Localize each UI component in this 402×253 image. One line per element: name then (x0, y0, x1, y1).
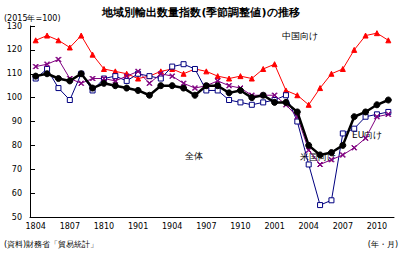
svg-text:2004: 2004 (299, 222, 319, 231)
svg-text:(年・月): (年・月) (368, 240, 398, 249)
svg-text:120: 120 (7, 45, 22, 54)
svg-text:米国向け: 米国向け (300, 151, 336, 162)
svg-text:80: 80 (12, 141, 22, 150)
svg-text:100: 100 (7, 93, 22, 102)
svg-text:EU向け: EU向け (352, 129, 383, 140)
svg-text:90: 90 (12, 117, 22, 126)
svg-text:2007: 2007 (333, 222, 353, 231)
svg-text:2001: 2001 (264, 222, 284, 231)
svg-text:2010: 2010 (367, 222, 387, 231)
svg-text:110: 110 (7, 69, 22, 78)
svg-text:1907: 1907 (196, 222, 216, 231)
svg-text:中国向け: 中国向け (282, 31, 318, 41)
svg-text:1904: 1904 (162, 222, 182, 231)
svg-text:全体: 全体 (185, 151, 203, 161)
svg-text:1901: 1901 (128, 222, 148, 231)
svg-text:1810: 1810 (94, 222, 114, 231)
svg-text:1910: 1910 (230, 222, 250, 231)
svg-text:(2015年=100): (2015年=100) (4, 13, 61, 23)
svg-text:1804: 1804 (26, 222, 46, 231)
svg-text:70: 70 (12, 165, 22, 174)
svg-text:(資料)財務省「貿易統計」: (資料)財務省「貿易統計」 (4, 240, 98, 249)
svg-text:地域別輸出数量指数(季節調整値)の推移: 地域別輸出数量指数(季節調整値)の推移 (101, 6, 299, 19)
svg-text:1807: 1807 (60, 222, 80, 231)
svg-text:130: 130 (7, 22, 22, 31)
svg-text:60: 60 (12, 189, 22, 198)
svg-text:50: 50 (12, 213, 22, 222)
